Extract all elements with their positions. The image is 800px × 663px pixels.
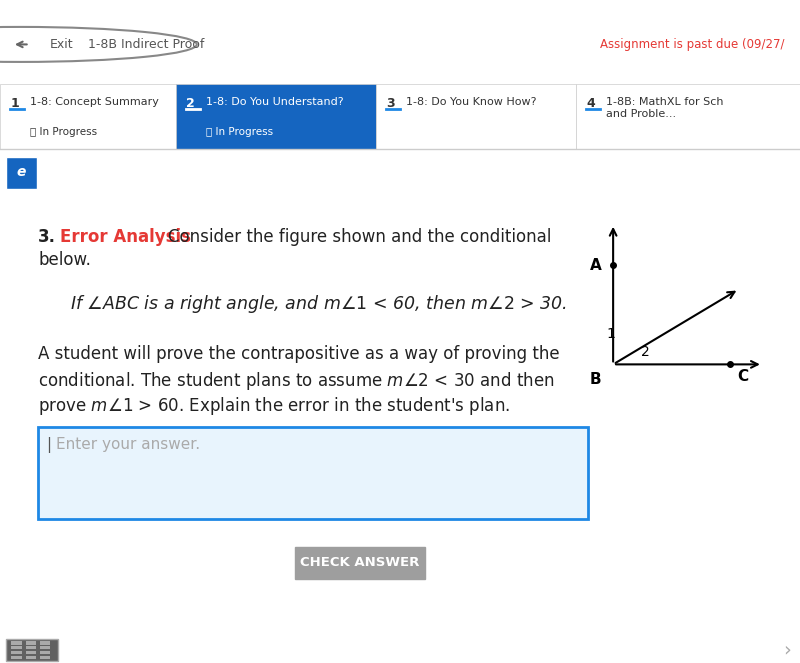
- Text: Consider the figure shown and the conditional: Consider the figure shown and the condit…: [168, 227, 551, 245]
- Bar: [11, 641, 22, 644]
- Text: DO YOU UNDERSTAND?: DO YOU UNDERSTAND?: [46, 164, 262, 182]
- Bar: [576, 84, 800, 149]
- Text: below.: below.: [38, 251, 91, 269]
- Text: ⧖ In Progress: ⧖ In Progress: [206, 127, 274, 137]
- Text: If $\angle$$ABC$ is a right angle, and $m$$\angle$$1$ < 60, then $m$$\angle$$2$ : If $\angle$$ABC$ is a right angle, and $…: [70, 292, 567, 314]
- Text: A: A: [590, 258, 602, 272]
- Bar: [40, 656, 50, 659]
- Text: prove $m$$\angle$$1$ > 60. Explain the error in the student's plan.: prove $m$$\angle$$1$ > 60. Explain the e…: [38, 394, 510, 416]
- Bar: [11, 651, 22, 654]
- Text: 1-8: Do You Understand?: 1-8: Do You Understand?: [206, 97, 344, 107]
- Text: 2: 2: [641, 345, 650, 359]
- Bar: [26, 656, 36, 659]
- Text: 4: 4: [586, 97, 595, 111]
- Bar: [6, 638, 58, 661]
- Text: 3.: 3.: [38, 227, 56, 245]
- Bar: [40, 651, 50, 654]
- Bar: [26, 651, 36, 654]
- Text: C: C: [738, 369, 749, 385]
- Bar: [11, 646, 22, 650]
- Text: CHECK ANSWER: CHECK ANSWER: [300, 556, 420, 569]
- Text: 1-8: Do You Know How?: 1-8: Do You Know How?: [406, 97, 537, 107]
- Text: 1: 1: [10, 97, 19, 111]
- Bar: [295, 546, 425, 579]
- Text: ⧖ In Progress: ⧖ In Progress: [30, 127, 98, 137]
- Text: |: |: [46, 436, 51, 453]
- Text: 2: 2: [186, 97, 195, 111]
- Bar: [40, 641, 50, 644]
- Text: conditional. The student plans to assume $m$$\angle$$2$ < 30 and then: conditional. The student plans to assume…: [38, 369, 554, 392]
- Text: A student will prove the contrapositive as a way of proving the: A student will prove the contrapositive …: [38, 345, 560, 363]
- Bar: [26, 646, 36, 650]
- Bar: [376, 84, 576, 149]
- Bar: [38, 426, 588, 518]
- Bar: [26, 641, 36, 644]
- Bar: [40, 646, 50, 650]
- Text: e: e: [17, 165, 26, 179]
- Text: 1-8B: MathXL for Sch
and Proble...: 1-8B: MathXL for Sch and Proble...: [606, 97, 724, 119]
- Text: Enter your answer.: Enter your answer.: [56, 436, 200, 452]
- Text: Error Analysis: Error Analysis: [60, 227, 191, 245]
- Bar: [176, 84, 376, 149]
- Bar: [11, 656, 22, 659]
- Text: Exit: Exit: [50, 38, 74, 51]
- Text: 1-8: Concept Summary: 1-8: Concept Summary: [30, 97, 159, 107]
- Bar: [0, 84, 176, 149]
- Text: 3: 3: [386, 97, 395, 111]
- Text: B: B: [590, 372, 602, 387]
- Text: ›: ›: [782, 640, 790, 659]
- Text: 1-8B Indirect Proof: 1-8B Indirect Proof: [88, 38, 204, 51]
- Bar: [6, 157, 37, 189]
- Text: 1: 1: [606, 328, 615, 341]
- Text: Assignment is past due (09/27/: Assignment is past due (09/27/: [599, 38, 784, 51]
